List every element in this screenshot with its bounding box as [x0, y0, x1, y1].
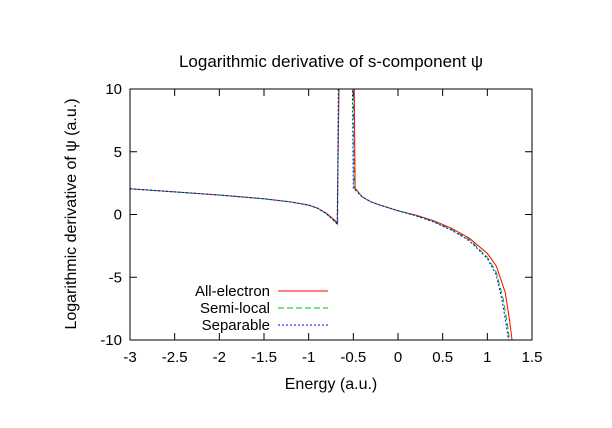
x-tick-label: 0.5 — [432, 349, 453, 366]
x-tick-label: -0.5 — [340, 349, 366, 366]
axis-ticks — [129, 88, 533, 341]
series-line-separable-seg1 — [351, 89, 509, 340]
legend-label: All-electron — [195, 283, 270, 300]
plot-frame — [129, 88, 533, 341]
y-tick-labels: -10 -5 0 5 10 — [100, 81, 122, 349]
series-line-semi-local-seg0 — [130, 89, 340, 226]
x-tick-labels: -3 -2.5 -2 -1.5 -1 -0.5 0 0.5 1 1.5 — [123, 349, 542, 366]
legend-label: Separable — [202, 317, 270, 334]
y-tick-label: -10 — [100, 332, 122, 349]
series-line-all-electron-seg1 — [353, 89, 513, 340]
x-tick-label: 1 — [483, 349, 491, 366]
chart-title: Logarithmic derivative of s-component ψ — [179, 52, 483, 71]
series-layer — [130, 89, 513, 340]
x-tick-label: -3 — [123, 349, 136, 366]
y-tick-label: 10 — [105, 81, 122, 98]
x-tick-label: 1.5 — [522, 349, 543, 366]
series-line-separable-seg0 — [130, 89, 339, 227]
y-tick-label: 0 — [114, 207, 122, 224]
legend-label: Semi-local — [200, 300, 270, 317]
y-axis-label: Logarithmic derivative of ψ (a.u.) — [63, 98, 80, 329]
x-tick-label: -1.5 — [251, 349, 277, 366]
series-line-all-electron-seg0 — [130, 89, 340, 226]
x-tick-label: -2.5 — [162, 349, 188, 366]
y-tick-label: 5 — [114, 144, 122, 161]
y-tick-label: -5 — [109, 269, 122, 286]
x-tick-label: 0 — [394, 349, 402, 366]
series-line-semi-local-seg1 — [352, 89, 510, 340]
x-tick-label: -1 — [302, 349, 315, 366]
x-axis-label: Energy (a.u.) — [285, 376, 377, 393]
x-tick-label: -2 — [213, 349, 226, 366]
